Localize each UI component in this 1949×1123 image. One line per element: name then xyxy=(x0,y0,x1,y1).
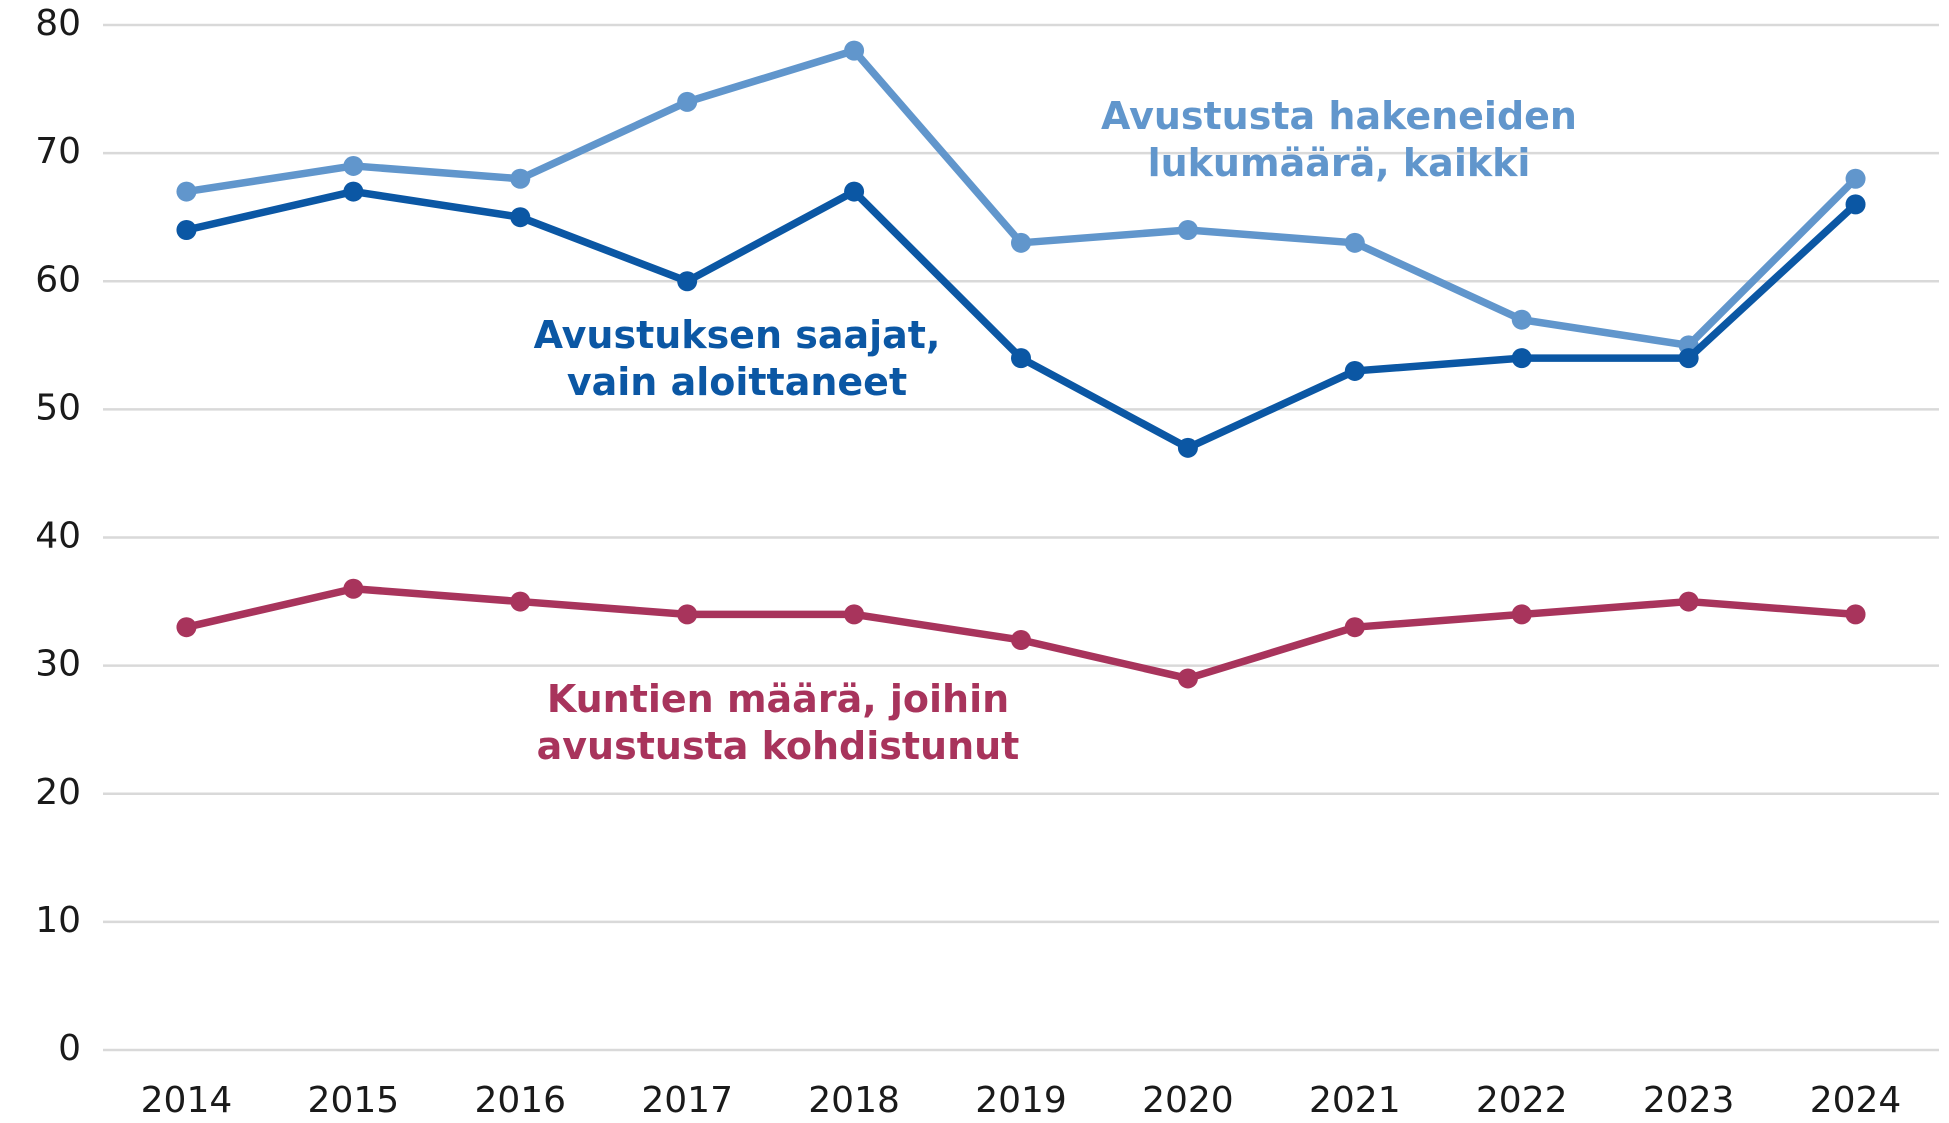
y-tick-label: 20 xyxy=(35,772,81,813)
series-label-line: Avustusta hakeneiden xyxy=(1101,94,1577,138)
x-tick-label: 2021 xyxy=(1309,1080,1401,1121)
point xyxy=(1511,348,1532,369)
series-label-line: lukumäärä, kaikki xyxy=(1148,141,1531,185)
y-tick-label: 10 xyxy=(35,900,81,941)
x-tick-label: 2014 xyxy=(141,1080,233,1121)
point xyxy=(1511,604,1532,625)
x-tick-label: 2023 xyxy=(1643,1080,1735,1121)
x-tick-label: 2022 xyxy=(1476,1080,1568,1121)
y-tick-label: 30 xyxy=(35,644,81,685)
series-label-line: Kuntien määrä, joihin xyxy=(547,677,1009,721)
y-tick-label: 60 xyxy=(35,259,81,300)
series-label-line: vain aloittaneet xyxy=(567,360,907,404)
series-label: Avustusta hakeneiden lukumäärä, kaikki xyxy=(1101,94,1577,185)
point xyxy=(1177,220,1198,240)
point xyxy=(176,181,197,202)
point xyxy=(343,155,364,176)
point xyxy=(1177,668,1198,689)
point xyxy=(844,40,865,61)
y-tick-label: 50 xyxy=(35,387,81,428)
point xyxy=(1845,194,1866,215)
series-line xyxy=(185,46,1859,350)
series-label-line: Avustuksen saajat, xyxy=(534,313,941,357)
point xyxy=(510,207,531,228)
point xyxy=(844,604,865,625)
point xyxy=(844,181,865,202)
y-tick-label: 0 xyxy=(58,1028,81,1069)
point xyxy=(1678,348,1699,369)
point xyxy=(677,91,698,112)
point xyxy=(1177,437,1198,458)
point xyxy=(1511,309,1532,330)
point xyxy=(1011,232,1031,253)
series-label: Avustuksen saajat, vain aloittaneet xyxy=(534,313,941,404)
point xyxy=(677,604,698,625)
point xyxy=(343,578,364,599)
series-label-line: avustusta kohdistunut xyxy=(537,724,1020,768)
point xyxy=(1678,591,1699,612)
point xyxy=(176,220,197,240)
point xyxy=(1344,360,1365,381)
point xyxy=(510,591,531,612)
x-tick-label: 2015 xyxy=(308,1080,400,1121)
x-tick-label: 2018 xyxy=(808,1080,900,1121)
x-tick-label: 2024 xyxy=(1810,1080,1902,1121)
point xyxy=(343,181,364,202)
point xyxy=(1845,168,1866,189)
point xyxy=(1344,232,1365,253)
point xyxy=(1845,604,1866,625)
series-label: Kuntien määrä, joihin avustusta kohdistun… xyxy=(537,677,1020,768)
x-tick-label: 2020 xyxy=(1142,1080,1234,1121)
point xyxy=(677,271,698,292)
x-tick-label: 2019 xyxy=(975,1080,1067,1121)
y-tick-label: 80 xyxy=(35,3,81,44)
x-tick-label: 2017 xyxy=(641,1080,733,1121)
y-tick-label: 40 xyxy=(35,516,81,557)
y-tick-label: 70 xyxy=(35,131,81,172)
point xyxy=(1344,617,1365,638)
point xyxy=(176,617,197,638)
point xyxy=(1011,630,1031,650)
point xyxy=(510,168,531,189)
point xyxy=(1011,348,1031,369)
x-tick-label: 2016 xyxy=(474,1080,566,1121)
